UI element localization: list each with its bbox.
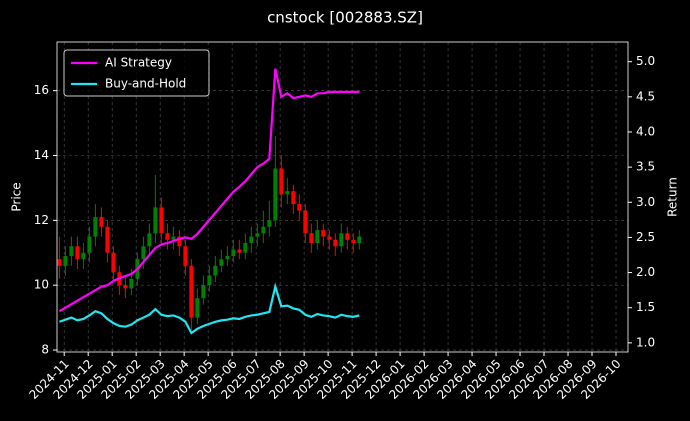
y2-tick-label: 3.5	[636, 160, 655, 174]
candle-body	[57, 259, 62, 266]
y2-tick-label: 4.5	[636, 89, 655, 103]
candle-body	[351, 239, 356, 244]
y2-tick-label: 1.5	[636, 300, 655, 314]
candle-body	[153, 207, 158, 234]
y2-tick-label: 2.0	[636, 265, 655, 279]
legend-label: Buy-and-Hold	[105, 77, 186, 91]
candle-body	[63, 256, 68, 266]
candle-body	[333, 239, 338, 247]
y2-tick-label: 5.0	[636, 54, 655, 68]
y-tick-label: 16	[34, 83, 49, 97]
plot-frame	[56, 41, 629, 353]
candle-body	[285, 191, 290, 195]
candle-body	[123, 285, 128, 289]
y2-tick-label: 2.5	[636, 230, 655, 244]
candle-body	[147, 233, 152, 247]
candle-body	[249, 236, 254, 244]
candle-body	[231, 249, 236, 257]
candle-body	[357, 236, 362, 244]
candle-body	[141, 246, 146, 260]
candle-body	[243, 243, 248, 253]
y-axis-label: Price	[10, 182, 24, 211]
candle-body	[213, 265, 218, 276]
y-tick-label: 10	[34, 278, 49, 292]
candle-body	[273, 168, 278, 221]
candle-body	[225, 256, 230, 260]
candle-body	[171, 236, 176, 240]
candle-body	[321, 230, 326, 237]
y-tick-label: 8	[41, 343, 49, 357]
candle-body	[87, 236, 92, 253]
candle-body	[201, 285, 206, 299]
candle-body	[189, 265, 194, 318]
candle-body	[69, 246, 74, 257]
candle-body	[267, 220, 272, 227]
candle-body	[75, 246, 80, 260]
candle-body	[327, 236, 332, 240]
candle-body	[165, 233, 170, 240]
candle-body	[237, 249, 242, 253]
candle-body	[291, 191, 296, 205]
series-line	[58, 68, 360, 313]
candle-body	[255, 233, 260, 237]
candle-body	[111, 252, 116, 273]
candle-body	[345, 233, 350, 240]
candle-body	[159, 207, 164, 234]
legend-box	[63, 49, 210, 97]
candle-body	[183, 246, 188, 266]
candle-body	[309, 233, 314, 244]
candle-body	[105, 226, 110, 253]
series-line	[59, 282, 360, 335]
y2-axis-label: Return	[666, 177, 680, 217]
y-tick-label: 14	[34, 148, 49, 162]
candle-body	[81, 252, 86, 260]
candle-body	[261, 226, 266, 234]
candle-body	[219, 259, 224, 266]
candle-body	[339, 233, 344, 247]
candle-body	[315, 230, 320, 244]
y2-tick-label: 4.0	[636, 124, 655, 138]
candle-body	[279, 168, 284, 195]
candle-body	[129, 278, 134, 289]
candle-body	[207, 275, 212, 286]
y-tick-label: 12	[34, 213, 49, 227]
candle-body	[297, 204, 302, 211]
candle-body	[177, 236, 182, 247]
y2-tick-label: 1.0	[636, 335, 655, 349]
legend-label: AI Strategy	[105, 56, 172, 70]
candle-body	[93, 217, 98, 237]
candle-body	[99, 217, 104, 227]
candle-body	[195, 298, 200, 318]
candle-body	[303, 210, 308, 234]
y2-tick-label: 3.0	[636, 195, 655, 209]
chart-title: cnstock [002883.SZ]	[267, 9, 423, 27]
